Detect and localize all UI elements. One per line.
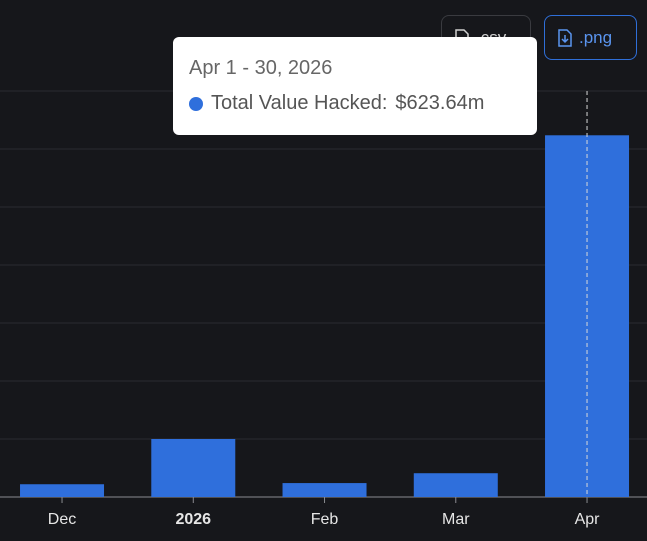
bar [151, 439, 236, 497]
x-tick-label: Dec [48, 511, 76, 528]
bar [413, 473, 498, 497]
button-label: .png [579, 27, 613, 47]
download-png-button[interactable]: .png [544, 15, 637, 60]
x-tick-label: 2026 [175, 511, 211, 528]
tooltip-title: Apr 1 - 30, 2026 [189, 57, 333, 79]
download-icon [558, 28, 572, 47]
x-tick-label: Apr [575, 511, 601, 528]
tooltip-row: Total Value Hacked $623.64m [189, 92, 521, 115]
tooltip-series-name: Total Value Hacked [211, 92, 387, 115]
x-tick-label: Feb [311, 511, 339, 528]
tooltip-value: $623.64m [395, 92, 485, 114]
bar [282, 483, 367, 497]
bar [20, 484, 105, 497]
tooltip-marker [189, 96, 203, 111]
tooltip: Apr 1 - 30, 2026 Total Value Hacked $623… [173, 37, 537, 135]
x-tick-label: Mar [442, 511, 470, 528]
